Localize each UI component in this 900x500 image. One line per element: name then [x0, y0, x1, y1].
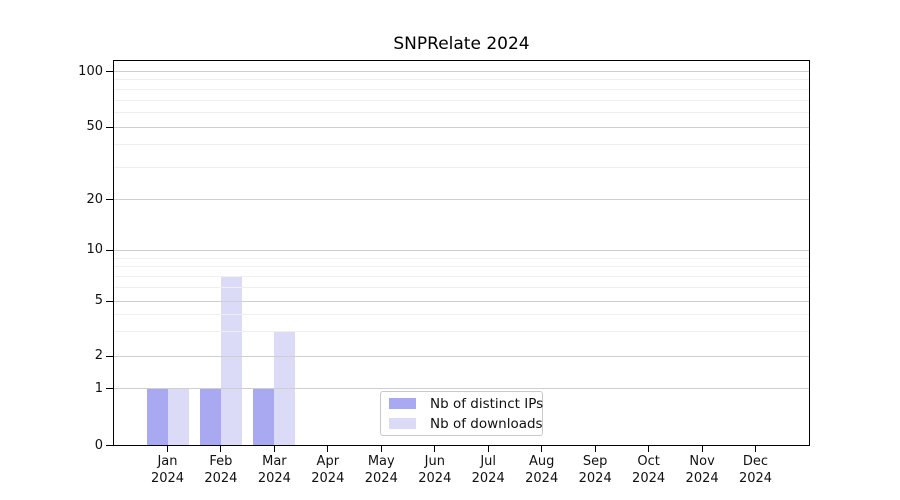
x-tick-label: Jan 2024: [150, 454, 185, 486]
x-tick-mark: [327, 446, 329, 452]
x-tick-mark: [434, 446, 436, 452]
y-tick-label: 0: [94, 437, 103, 453]
x-tick-mark: [487, 446, 489, 452]
minor-gridline: [114, 266, 809, 268]
x-tick-mark: [380, 446, 382, 452]
legend-row: Nb of distinct IPs: [389, 396, 543, 412]
y-tick-mark: [106, 445, 113, 446]
minor-gridline: [114, 167, 809, 169]
minor-gridline: [114, 88, 809, 90]
x-tick-mark: [220, 446, 222, 452]
x-tick-label: Dec 2024: [738, 454, 773, 486]
minor-gridline: [114, 287, 809, 289]
x-tick-label: Feb 2024: [204, 454, 238, 486]
y-tick-label: 50: [86, 119, 103, 135]
minor-gridline: [114, 79, 809, 81]
y-tick-mark: [106, 301, 113, 302]
y-tick-mark: [106, 250, 113, 251]
x-tick-mark: [273, 446, 275, 452]
x-tick-label: Nov 2024: [685, 454, 719, 486]
y-tick-mark: [106, 127, 113, 128]
bar-downloads: [167, 388, 189, 445]
y-tick-mark: [106, 388, 113, 389]
minor-gridline: [114, 257, 809, 259]
x-tick-label: Apr 2024: [311, 454, 345, 486]
minor-gridline: [114, 99, 809, 101]
legend-row: Nb of downloads: [389, 416, 543, 432]
legend-swatch-downloads: [389, 418, 416, 429]
x-tick-mark: [755, 446, 756, 452]
x-tick-label: May 2024: [364, 454, 398, 486]
legend: Nb of distinct IPs Nb of downloads: [380, 391, 543, 436]
x-tick-mark: [594, 446, 596, 452]
y-tick-label: 1: [94, 380, 103, 396]
y-tick-label: 10: [86, 242, 103, 258]
x-tick-label: Jul 2024: [471, 454, 505, 486]
bar-distinct-ips: [253, 388, 275, 445]
x-tick-mark: [701, 446, 703, 452]
y-tick-label: 100: [78, 63, 103, 79]
minor-gridline: [114, 331, 809, 333]
major-gridline: [114, 249, 809, 251]
x-tick-mark: [167, 446, 168, 452]
major-gridline: [114, 71, 809, 72]
major-gridline: [114, 300, 809, 302]
major-gridline: [114, 126, 809, 128]
x-tick-label: Aug 2024: [525, 454, 559, 486]
y-tick-label: 5: [94, 293, 103, 309]
y-tick-mark: [106, 71, 113, 72]
y-tick-label: 2: [94, 348, 103, 363]
x-tick-label: Jun 2024: [418, 454, 452, 486]
x-tick-mark: [648, 446, 650, 452]
legend-label-downloads: Nb of downloads: [430, 415, 543, 432]
major-gridline: [114, 199, 809, 201]
legend-label-distinct-ips: Nb of distinct IPs: [430, 395, 544, 412]
bar-downloads: [220, 276, 242, 445]
major-gridline: [114, 355, 809, 357]
y-tick-mark: [106, 199, 113, 200]
bar-distinct-ips: [199, 388, 221, 445]
x-tick-label: Sep 2024: [578, 454, 612, 486]
y-tick-label: 20: [86, 191, 103, 207]
chart-title: SNPRelate 2024: [393, 34, 530, 54]
major-gridline: [114, 388, 809, 390]
minor-gridline: [114, 276, 809, 277]
x-tick-label: Mar 2024: [257, 454, 291, 486]
bar-downloads: [274, 331, 296, 445]
bar-distinct-ips: [146, 388, 168, 445]
y-tick-mark: [106, 356, 113, 357]
x-tick-label: Oct 2024: [632, 454, 666, 486]
x-tick-mark: [541, 446, 543, 452]
minor-gridline: [114, 314, 809, 315]
minor-gridline: [114, 112, 809, 113]
minor-gridline: [114, 144, 809, 146]
plot-area: [113, 60, 810, 446]
legend-swatch-distinct-ips: [389, 398, 416, 409]
